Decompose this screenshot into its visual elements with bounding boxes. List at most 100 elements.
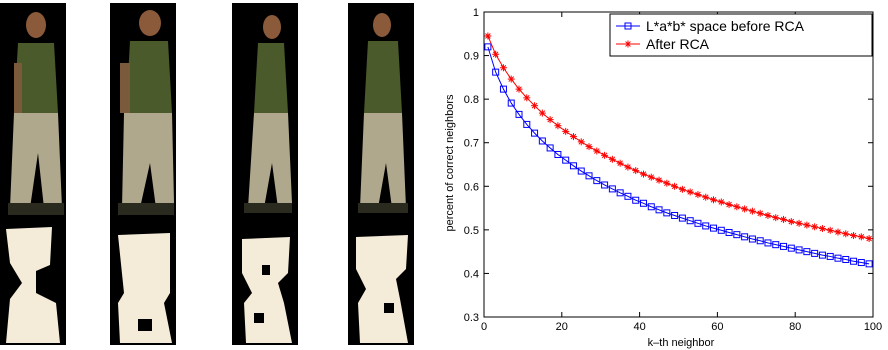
data-point <box>531 102 539 110</box>
data-point <box>725 201 733 209</box>
walking-person-image <box>232 3 298 345</box>
data-point <box>717 198 725 206</box>
data-point <box>803 248 811 256</box>
data-point <box>686 188 694 196</box>
person-photo-1 <box>0 3 66 345</box>
x-tick-label: 0 <box>481 321 487 333</box>
data-point <box>756 237 764 245</box>
walking-person-image <box>0 3 66 345</box>
data-point <box>772 214 780 222</box>
data-point <box>624 40 632 48</box>
data-point <box>764 239 772 247</box>
data-point <box>865 260 873 268</box>
data-point <box>577 167 585 175</box>
data-point <box>639 170 647 178</box>
data-point <box>515 85 523 93</box>
line-chart: 0 20 40 60 80 100 0.3 0.4 0.5 0.6 0.7 0.8 0.9 1 L*a*b… <box>444 7 882 349</box>
y-tick-label: 0.4 <box>464 268 479 280</box>
y-tick-label: 0.8 <box>464 94 479 106</box>
data-point <box>694 191 702 199</box>
plot-frame <box>483 11 874 318</box>
legend-box <box>609 13 873 57</box>
data-point <box>842 255 850 263</box>
data-point <box>523 120 531 128</box>
x-axis-label: k–th neighbor <box>648 337 715 349</box>
data-point <box>499 64 507 72</box>
data-point <box>639 199 647 207</box>
data-point <box>499 85 507 93</box>
data-point <box>632 167 640 175</box>
x-tick-label: 20 <box>556 321 568 333</box>
data-point <box>616 159 624 167</box>
data-point <box>546 144 554 152</box>
data-point <box>748 207 756 215</box>
data-point <box>717 226 725 234</box>
data-point <box>741 205 749 213</box>
person-photo-2 <box>110 3 176 345</box>
data-point <box>710 196 718 204</box>
data-point <box>710 224 718 232</box>
data-point <box>663 209 671 217</box>
data-point <box>492 68 500 76</box>
data-point <box>538 137 546 145</box>
data-point <box>585 143 593 151</box>
data-point <box>632 196 640 204</box>
data-point <box>562 156 570 164</box>
data-point <box>795 246 803 254</box>
data-point <box>531 129 539 137</box>
data-point <box>741 233 749 241</box>
data-point <box>826 252 834 260</box>
data-point <box>663 179 671 187</box>
data-point <box>733 231 741 239</box>
data-point <box>795 219 803 227</box>
data-point <box>671 211 679 219</box>
data-point <box>624 192 632 200</box>
data-point <box>523 94 531 102</box>
data-point <box>577 138 585 146</box>
data-point <box>733 203 741 211</box>
data-point <box>593 147 601 155</box>
data-point <box>678 214 686 222</box>
data-point <box>850 232 858 240</box>
data-point <box>818 225 826 233</box>
data-point <box>484 32 492 40</box>
data-point <box>826 226 834 234</box>
data-point <box>647 173 655 181</box>
data-point <box>608 185 616 193</box>
data-point <box>671 182 679 190</box>
data-point <box>787 218 795 226</box>
y-axis-label: percent of correct neighbors <box>444 94 456 231</box>
data-point <box>748 235 756 243</box>
data-point <box>562 127 570 135</box>
legend-label: L*a*b* space before RCA <box>646 18 805 34</box>
data-point <box>655 206 663 214</box>
data-point <box>725 228 733 236</box>
data-point <box>507 99 515 107</box>
y-tick-label: 0.5 <box>464 225 479 237</box>
x-tick-label: 60 <box>711 321 723 333</box>
data-point <box>678 185 686 193</box>
data-point <box>601 181 609 189</box>
person-photo-4 <box>348 3 414 345</box>
data-point <box>834 254 842 262</box>
data-point <box>842 230 850 238</box>
data-point <box>608 155 616 163</box>
y-tick-label: 0.6 <box>464 181 479 193</box>
walking-person-image <box>110 3 176 345</box>
x-tick-label: 100 <box>864 321 882 333</box>
x-tick-label: 40 <box>633 321 645 333</box>
data-point <box>624 163 632 171</box>
data-point <box>811 249 819 257</box>
data-point <box>780 242 788 250</box>
data-point <box>647 203 655 211</box>
y-tick-label: 0.7 <box>464 138 479 150</box>
data-point <box>811 223 819 231</box>
data-point <box>702 193 710 201</box>
data-point <box>569 133 577 141</box>
y-tick-label: 0.3 <box>464 312 479 324</box>
legend-label: After RCA <box>646 36 710 52</box>
x-tick-label: 80 <box>789 321 801 333</box>
data-point <box>787 244 795 252</box>
data-point <box>686 217 694 225</box>
y-tick-label: 1 <box>473 7 479 19</box>
